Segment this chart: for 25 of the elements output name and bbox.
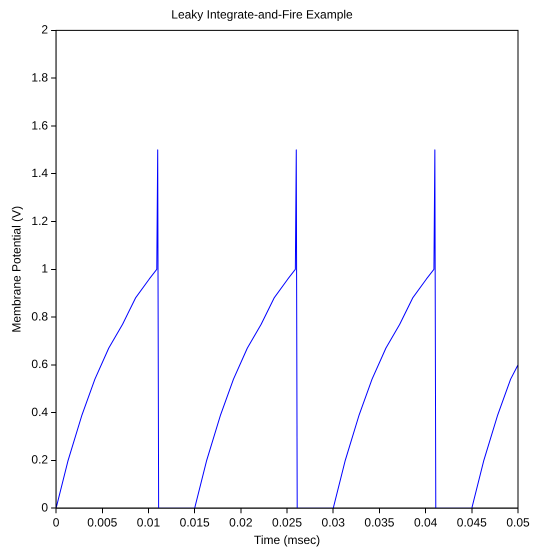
x-tick-label: 0.045: [456, 516, 488, 530]
x-tick-label: 0.025: [272, 516, 302, 530]
x-tick-label: 0.03: [322, 516, 346, 530]
y-tick-label: 1.2: [31, 214, 48, 228]
y-tick-label: 1.8: [31, 70, 48, 84]
x-tick-label: 0.005: [87, 516, 118, 530]
x-tick-label: 0.05: [506, 516, 530, 530]
y-tick-label: 0.4: [31, 404, 48, 419]
x-tick-label: 0: [52, 516, 60, 530]
y-tick-label: 0.6: [31, 357, 48, 372]
x-axis-title: Time (msec): [254, 533, 320, 548]
y-tick-label: 0.8: [31, 309, 48, 324]
x-tick-label: 0.035: [364, 516, 395, 530]
x-tick-label: 0.02: [229, 516, 253, 530]
y-tick-label: 1.6: [31, 118, 48, 132]
y-tick-label: 2: [41, 22, 48, 37]
y-axis-title: Membrane Potential (V): [10, 206, 24, 333]
x-tick-label: 0.015: [180, 516, 210, 530]
y-tick-label: 0: [41, 500, 48, 515]
chart-title: Leaky Integrate-and-Fire Example: [171, 8, 354, 22]
y-tick-label: 1: [41, 262, 48, 276]
x-tick-label: 0.01: [136, 516, 160, 530]
x-tick-label: 0.04: [414, 516, 438, 530]
y-tick-label: 0.2: [31, 452, 48, 467]
y-tick-label: 1.4: [31, 166, 48, 180]
